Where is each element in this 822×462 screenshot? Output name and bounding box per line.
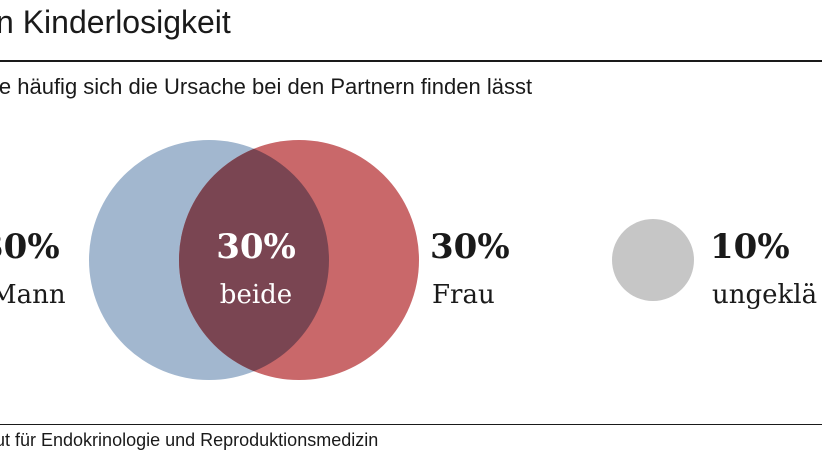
ungeklaert-label: ungeklä bbox=[712, 280, 817, 310]
mann-percent-label: 30% bbox=[0, 227, 60, 267]
circle-ungeklaert bbox=[612, 219, 694, 301]
beide-label: beide bbox=[220, 280, 292, 310]
ungeklaert-percent-label: 10% bbox=[710, 227, 790, 267]
chart-title: n Kinderlosigkeit bbox=[0, 4, 231, 40]
frau-percent-label: 30% bbox=[430, 227, 510, 267]
footer-rule bbox=[0, 424, 822, 425]
venn-intersection-beide bbox=[179, 140, 329, 380]
chart-subtitle: ie häufig sich die Ursache bei den Partn… bbox=[0, 74, 533, 99]
mann-label: Mann bbox=[0, 280, 66, 310]
source-note: tut für Endokrinologie und Reproduktions… bbox=[0, 430, 379, 450]
beide-percent-label: 30% bbox=[216, 227, 296, 267]
header-rule bbox=[0, 60, 822, 62]
frau-label: Frau bbox=[432, 280, 495, 310]
